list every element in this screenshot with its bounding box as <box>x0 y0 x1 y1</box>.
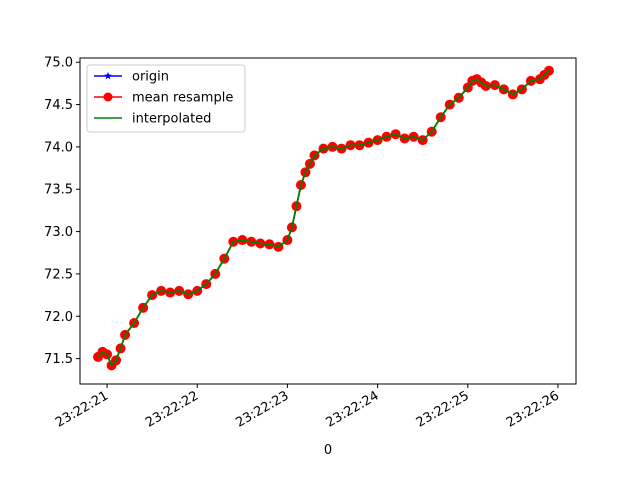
legend-label: origin <box>132 70 169 85</box>
legend-marker <box>103 92 113 102</box>
legend-label: mean resample <box>132 91 233 106</box>
y-tick-label: 74.5 <box>44 98 73 113</box>
y-tick-label: 72.0 <box>44 310 73 325</box>
legend-box <box>86 64 246 133</box>
series-layer <box>93 65 554 371</box>
x-axis-label: 0 <box>324 443 332 458</box>
plot-frame <box>79 57 577 385</box>
y-tick-label: 74.0 <box>44 140 73 155</box>
y-tick-label: 72.5 <box>44 267 73 282</box>
y-axis: 71.5 72.0 72.5 73.0 73.5 74.0 74.5 75.0 <box>44 56 80 367</box>
y-tick-label: 71.5 <box>44 352 73 367</box>
legend: origin mean resample interpolated <box>86 64 246 133</box>
y-tick-label: 75.0 <box>44 56 73 71</box>
y-tick-label: 73.0 <box>44 225 73 240</box>
series-line-interpolated <box>97 69 550 367</box>
y-tick-label: 73.5 <box>44 183 73 198</box>
legend-marker <box>104 72 112 80</box>
legend-label: interpolated <box>132 112 211 127</box>
